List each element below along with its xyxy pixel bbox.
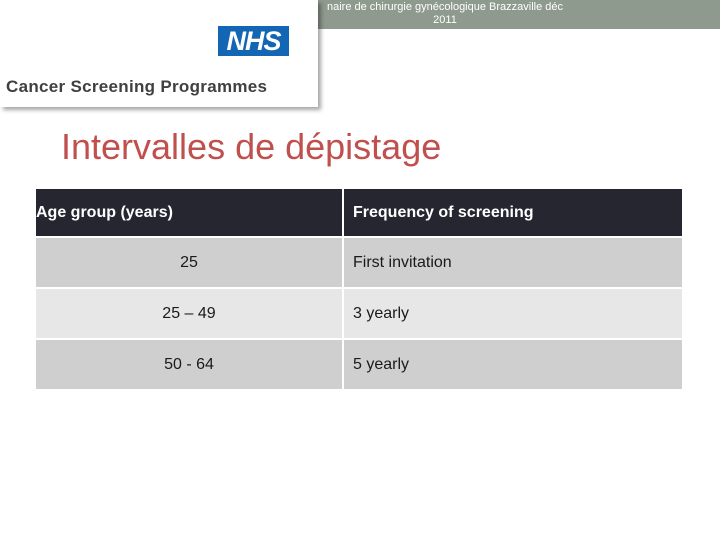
table-row: 25 First invitation [36, 237, 684, 289]
table-row: 25 – 49 3 yearly [36, 288, 684, 340]
header-bar: naire de chirurgie gynécologique Brazzav… [318, 0, 720, 29]
age-cell: 50 - 64 [36, 339, 344, 391]
header-caption: naire de chirurgie gynécologique Brazzav… [326, 1, 564, 26]
programme-name: Cancer Screening Programmes [6, 77, 268, 96]
logo-panel: NHS Cancer Screening Programmes [0, 0, 318, 107]
frequency-cell: First invitation [343, 237, 684, 289]
slide-title: Intervalles de dépistage [61, 126, 442, 167]
age-cell: 25 – 49 [36, 288, 344, 340]
header-frequency: Frequency of screening [343, 189, 684, 238]
table-header-row: Age group (years) Frequency of screening [36, 189, 684, 238]
table-row: 50 - 64 5 yearly [36, 339, 684, 391]
nhs-logo: NHS [218, 26, 289, 56]
header-age-group: Age group (years) [36, 189, 344, 238]
frequency-cell: 3 yearly [343, 288, 684, 340]
screening-interval-table: Age group (years) Frequency of screening… [36, 189, 684, 391]
frequency-cell: 5 yearly [343, 339, 684, 391]
age-cell: 25 [36, 237, 344, 289]
